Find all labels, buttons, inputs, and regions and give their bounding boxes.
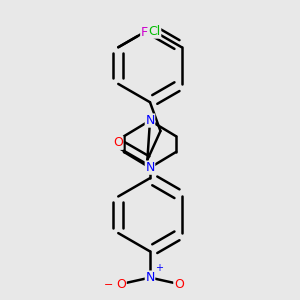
Text: O: O <box>174 278 184 291</box>
Text: Cl: Cl <box>148 25 161 38</box>
Text: N: N <box>145 161 155 174</box>
Text: N: N <box>145 271 155 284</box>
Text: O: O <box>116 278 126 291</box>
Text: +: + <box>155 263 163 273</box>
Text: N: N <box>145 114 155 127</box>
Text: −: − <box>103 280 113 290</box>
Text: O: O <box>113 136 123 149</box>
Text: F: F <box>141 26 148 39</box>
